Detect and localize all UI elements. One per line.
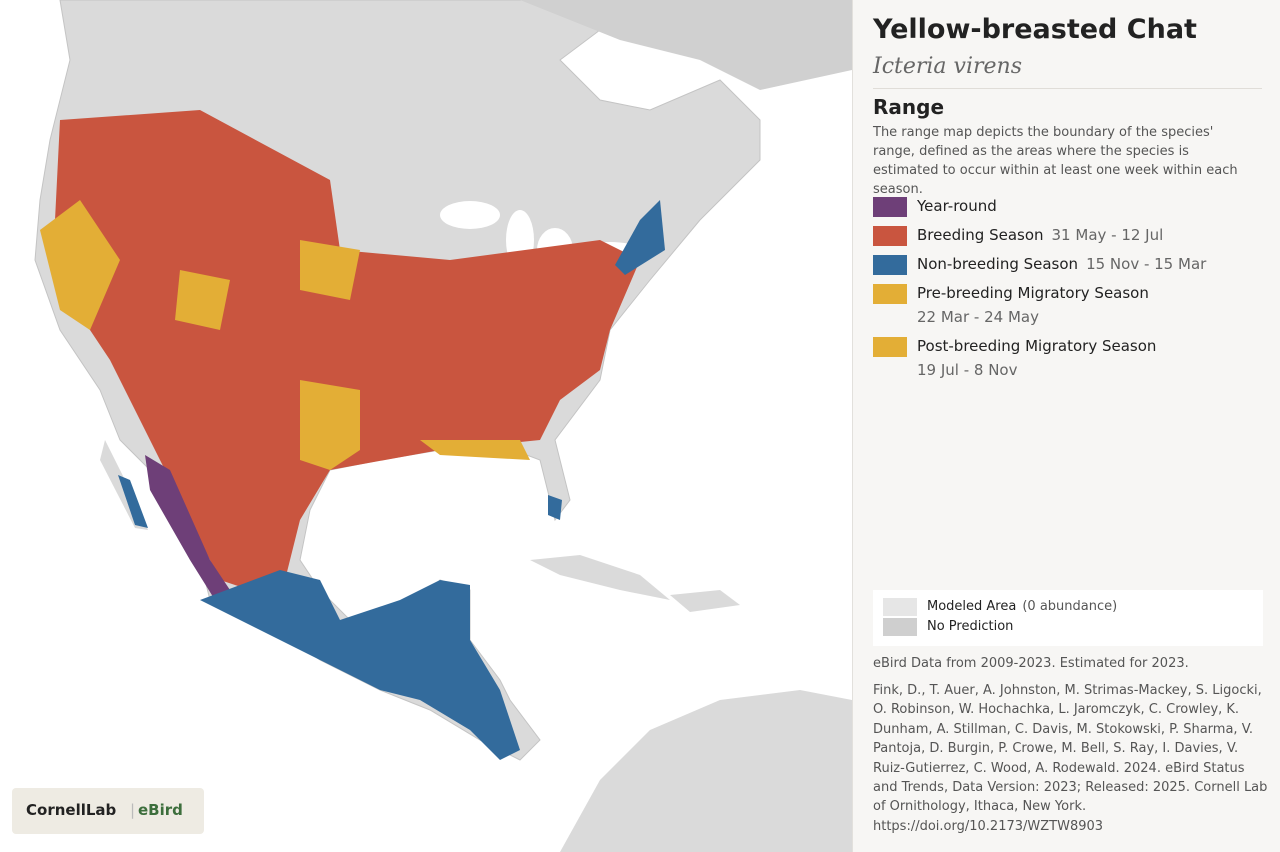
legend-label-row: Non-breeding Season 15 Nov - 15 Mar <box>917 255 1206 273</box>
nonbreeding-area <box>615 200 665 275</box>
logo-text: eBird <box>138 801 183 819</box>
migration-area <box>300 240 360 300</box>
legend-dates: 19 Jul - 8 Nov <box>917 361 1018 379</box>
arctic-land <box>520 0 852 90</box>
legend-swatch <box>873 226 907 246</box>
south-america-land <box>560 690 852 852</box>
range-map <box>34 0 852 852</box>
cuba-land <box>530 555 670 600</box>
legend-dates: 22 Mar - 24 May <box>917 308 1039 326</box>
data-note: eBird Data from 2009-2023. Estimated for… <box>873 656 1189 671</box>
migration-area <box>420 440 530 460</box>
abundance-legend: Modeled Area (0 abundance) No Prediction <box>873 590 1263 646</box>
lake <box>440 201 500 229</box>
logo-text: CornellLab <box>26 801 117 819</box>
citation: Fink, D., T. Auer, A. Johnston, M. Strim… <box>873 683 1268 834</box>
logo: CornellLab | eBird <box>12 788 204 834</box>
year-round-area <box>145 455 230 600</box>
hispaniola-land <box>670 590 740 612</box>
legend-dates: 31 May - 12 Jul <box>1051 226 1164 244</box>
legend-swatch <box>873 284 907 304</box>
nonbreeding-area <box>118 475 148 528</box>
abundance-label-row: No Prediction <box>927 619 1013 634</box>
legend-swatch <box>873 337 907 357</box>
abundance-label-row: Modeled Area (0 abundance) <box>927 599 1117 614</box>
abundance-label: No Prediction <box>927 619 1014 634</box>
divider <box>873 88 1262 89</box>
abundance-swatch <box>883 598 917 616</box>
logo-divider: | <box>130 801 136 819</box>
abundance-label: Modeled Area <box>927 599 1017 614</box>
legend-label: Post-breeding Migratory Season <box>917 337 1157 355</box>
section-heading: Range <box>873 95 945 119</box>
legend-label-row: Pre-breeding Migratory Season <box>917 284 1149 302</box>
nonbreeding-area <box>200 570 520 760</box>
legend-label-row: Breeding Season 31 May - 12 Jul <box>917 226 1163 244</box>
legend-label: Breeding Season <box>917 226 1044 244</box>
scientific-name: Icteria virens <box>873 54 1022 79</box>
legend-label-row: Post-breeding Migratory Season <box>917 337 1156 355</box>
migration-area <box>40 200 120 330</box>
abundance-swatch <box>883 618 917 636</box>
description: The range map depicts the boundary of th… <box>873 125 1238 197</box>
legend-label: Year-round <box>917 197 997 215</box>
species-name: Yellow-breasted Chat <box>873 14 1197 45</box>
legend-dates: 15 Nov - 15 Mar <box>1086 255 1207 273</box>
migration-area <box>175 270 230 330</box>
abundance-note: (0 abundance) <box>1022 599 1118 614</box>
legend-label-row: Year-round <box>917 197 997 215</box>
legend-label: Pre-breeding Migratory Season <box>917 284 1149 302</box>
nonbreeding-area <box>548 495 562 520</box>
info-panel: Yellow-breasted Chat Icteria virens Rang… <box>852 0 1280 852</box>
breeding-area <box>55 110 640 600</box>
migration-area <box>300 380 360 470</box>
legend-label: Non-breeding Season <box>917 255 1079 273</box>
legend-swatch <box>873 197 907 217</box>
legend-swatch <box>873 255 907 275</box>
